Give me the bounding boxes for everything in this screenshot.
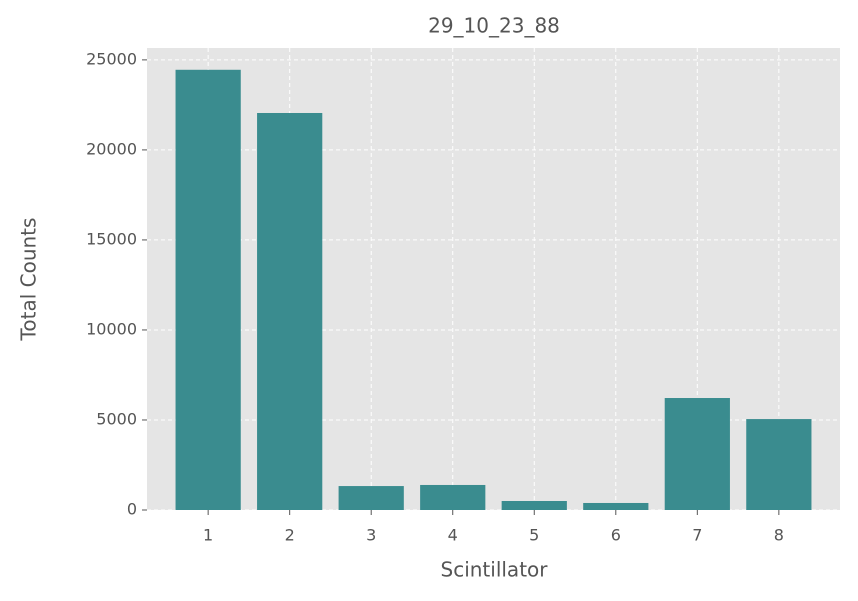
bar (420, 484, 486, 510)
x-tick-label: 7 (692, 526, 702, 545)
bar (501, 500, 567, 510)
y-tick-label: 0 (127, 500, 137, 519)
bar (338, 486, 404, 510)
x-tick-label: 8 (774, 526, 784, 545)
x-tick-label: 2 (285, 526, 295, 545)
x-tick-label: 6 (611, 526, 621, 545)
y-tick-label: 10000 (86, 319, 137, 338)
x-tick-label: 3 (366, 526, 376, 545)
x-tick-label: 5 (529, 526, 539, 545)
y-tick-label: 5000 (96, 409, 137, 428)
bar (583, 502, 649, 510)
y-axis-label: Total Counts (17, 218, 41, 342)
y-tick-label: 25000 (86, 49, 137, 68)
bar (746, 419, 812, 510)
bar (664, 398, 730, 510)
y-tick-label: 15000 (86, 229, 137, 248)
chart-title: 29_10_23_88 (428, 14, 560, 38)
x-tick-label: 1 (203, 526, 213, 545)
y-tick-label: 20000 (86, 139, 137, 158)
x-axis-label: Scintillator (441, 558, 549, 582)
x-tick-label: 4 (448, 526, 458, 545)
bar (257, 112, 323, 510)
plot-area (147, 48, 840, 510)
bar (175, 69, 241, 511)
